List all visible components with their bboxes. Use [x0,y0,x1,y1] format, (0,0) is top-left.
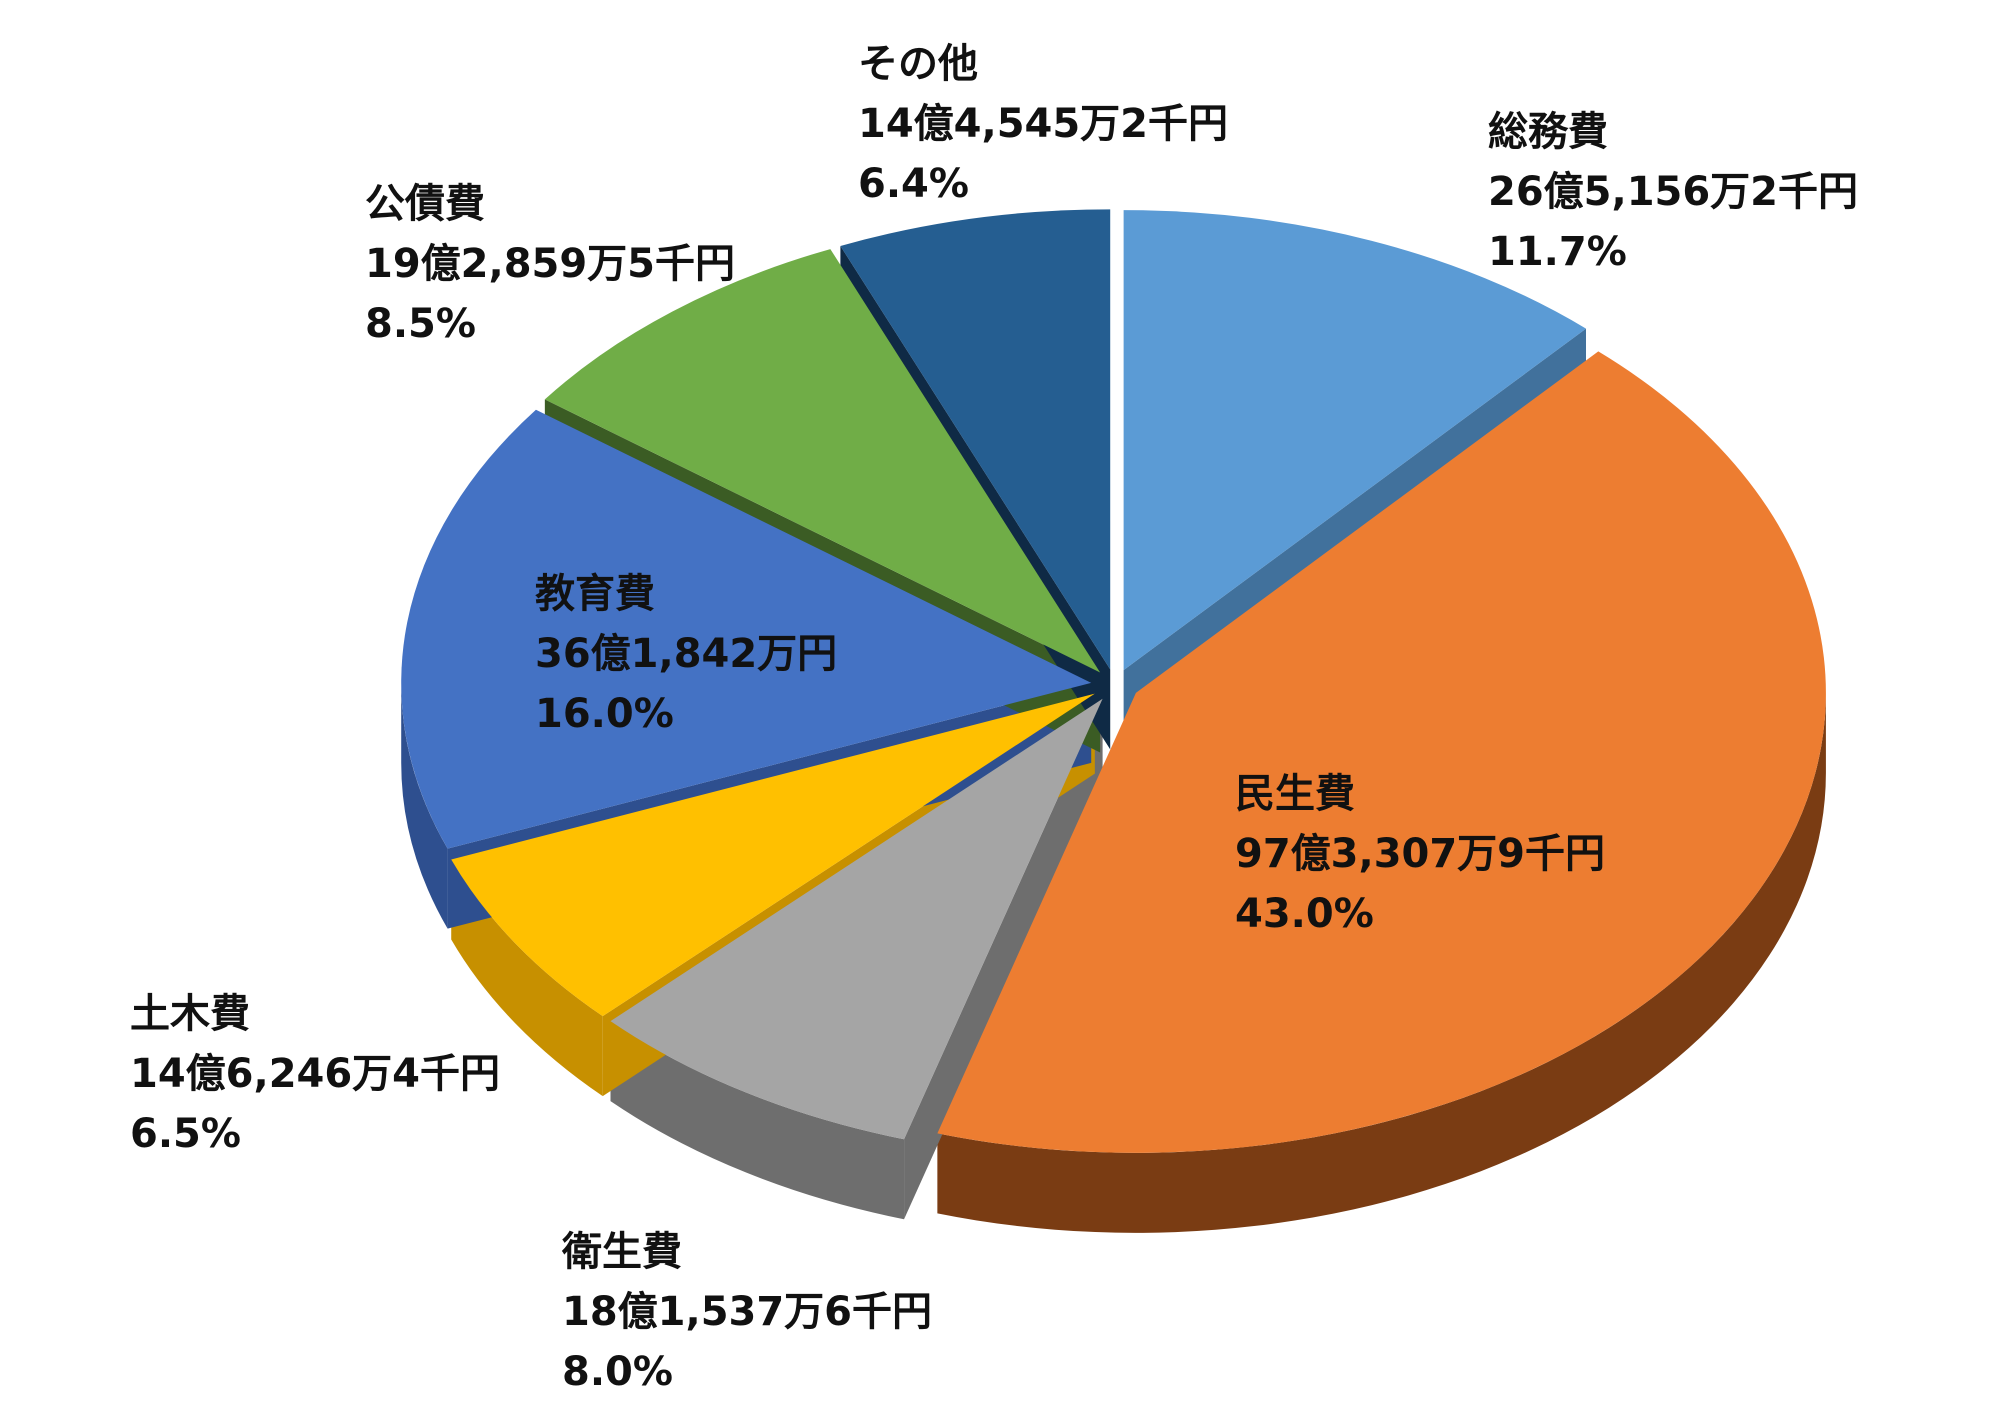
slice-4 [401,409,1092,849]
slice-side-3 [451,859,603,1097]
slice-label-1: 民生費 97億3,307万9千円 43.0% [1235,771,1605,937]
slice-side-1 [937,692,1826,1233]
slice-6 [840,209,1111,670]
slice-label-5: 公債費 19億2,859万5千円 8.5% [365,181,735,347]
slice-label-2: 衛生費 18億1,537万6千円 8.0% [561,1229,932,1395]
slice-tops [401,209,1826,1153]
slice-labels: 総務費 26億5,156万2千円 11.7% 民生費 97億3,307万9千円 43.0%… [130,41,1858,1395]
slice-label-3: 土木費 14億6,246万4千円 6.5% [130,991,500,1157]
slice-side-2 [610,1021,905,1220]
slice-0 [1123,210,1587,671]
slice-2 [610,698,1103,1140]
slice-label-6: その他 14億4,545万2千円 6.4% [858,41,1228,207]
slice-label-0: 総務費 26億5,156万2千円 11.7% [1488,109,1858,275]
slice-label-4: 教育費 36億1,842万円 16.0% [535,571,837,737]
slice-side-4 [401,682,448,929]
slice-3 [451,693,1095,1017]
slice-1 [937,351,1826,1153]
slice-wall-2-0 [904,698,1103,1220]
slice-5 [544,249,1101,673]
